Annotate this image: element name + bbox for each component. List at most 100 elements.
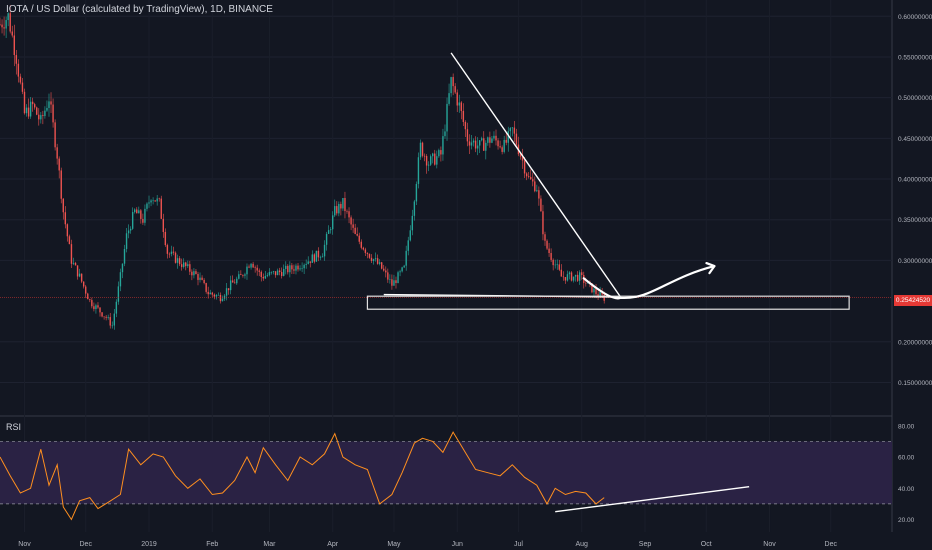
rsi-series — [0, 431, 605, 521]
candle-body — [19, 76, 22, 83]
candle-body — [180, 264, 183, 267]
time-tick-label: Aug — [576, 541, 589, 548]
rsi-tick-label: 60.00 — [898, 455, 915, 462]
candlestick-series — [0, 5, 892, 330]
candle-body — [1, 24, 3, 28]
annotations[interactable] — [366, 52, 850, 513]
candle-body — [193, 271, 195, 276]
candle-body — [72, 262, 75, 264]
candle-body — [293, 269, 295, 271]
time-tick-label: Jul — [514, 541, 523, 548]
candle-body — [93, 306, 95, 310]
projection-arrow — [582, 264, 716, 300]
candle-body — [354, 227, 356, 234]
candle-body — [601, 291, 603, 295]
candle-body — [421, 142, 424, 156]
candle-body — [509, 128, 511, 132]
candle-body — [111, 325, 113, 327]
price-tick-label: 0.50000000 — [898, 95, 932, 102]
candle-body — [568, 272, 571, 275]
candle-body — [203, 279, 205, 284]
time-tick-label: Sep — [639, 541, 652, 548]
time-tick-label: Jun — [452, 541, 463, 548]
candle-body — [189, 264, 191, 272]
candle-body — [140, 210, 142, 219]
candle-body — [148, 202, 150, 204]
price-tick-label: 0.60000000 — [898, 14, 932, 21]
candle-body — [229, 280, 232, 291]
candle-body — [142, 218, 144, 223]
candle-body — [205, 283, 207, 292]
candle-body — [362, 247, 365, 250]
time-tick-label: Oct — [701, 541, 712, 548]
candle-body — [532, 179, 534, 182]
candle-body — [207, 291, 209, 295]
candle-body — [487, 137, 489, 143]
candle-body — [497, 140, 499, 147]
candle-body — [97, 305, 99, 308]
candle-body — [438, 150, 440, 157]
rsi-panel-label: RSI — [6, 422, 22, 432]
candle-body — [432, 153, 434, 157]
candle-body — [87, 293, 89, 300]
candle-body — [234, 282, 236, 284]
price-tick-label: 0.35000000 — [898, 217, 932, 224]
candle-body — [381, 262, 383, 269]
candle-body — [599, 291, 601, 297]
candle-body — [109, 317, 111, 326]
candle-body — [472, 140, 475, 143]
candle-body — [462, 110, 465, 122]
candle-body — [191, 271, 193, 276]
candle-body — [360, 241, 362, 248]
candle-body — [150, 200, 152, 203]
support-box — [366, 295, 850, 310]
candle-body — [527, 176, 530, 177]
candle-body — [50, 101, 52, 105]
candle-body — [289, 265, 291, 273]
candle-body — [40, 115, 42, 120]
candle-body — [178, 258, 181, 265]
candle-body — [99, 307, 101, 313]
candle-body — [450, 77, 452, 94]
candle-body — [17, 63, 20, 77]
candle-body — [425, 156, 428, 166]
candle-body — [44, 110, 46, 117]
candle-body — [403, 265, 405, 268]
candle-body — [217, 294, 220, 296]
candle-body — [82, 281, 85, 287]
candle-body — [321, 256, 324, 258]
candle-body — [272, 271, 275, 273]
rsi-tick-label: 40.00 — [898, 486, 915, 493]
candle-body — [319, 257, 322, 258]
candle-body — [336, 206, 338, 214]
candle-body — [585, 282, 587, 284]
candle-body — [338, 203, 340, 214]
candle-body — [264, 276, 267, 279]
candle-body — [209, 292, 211, 295]
candle-body — [387, 272, 389, 280]
candle-body — [501, 147, 503, 152]
candle-body — [34, 104, 36, 108]
candle-body — [176, 258, 179, 263]
candle-body — [481, 138, 483, 141]
candle-body — [423, 155, 426, 157]
candle-body — [227, 288, 230, 291]
candle-body — [483, 138, 485, 151]
candle-body — [125, 233, 128, 249]
rsi-trendline — [555, 486, 750, 513]
candle-body — [15, 55, 18, 64]
candle-body — [76, 265, 79, 277]
candle-body — [440, 150, 442, 155]
candle-body — [95, 305, 97, 310]
candle-body — [468, 141, 471, 146]
candle-body — [434, 153, 436, 165]
candle-body — [211, 292, 213, 295]
candle-body — [521, 156, 524, 161]
candle-body — [246, 266, 248, 275]
candle-body — [550, 253, 552, 260]
candle-body — [350, 217, 352, 225]
candle-body — [52, 104, 54, 123]
candle-body — [11, 31, 13, 36]
candle-body — [542, 211, 544, 235]
